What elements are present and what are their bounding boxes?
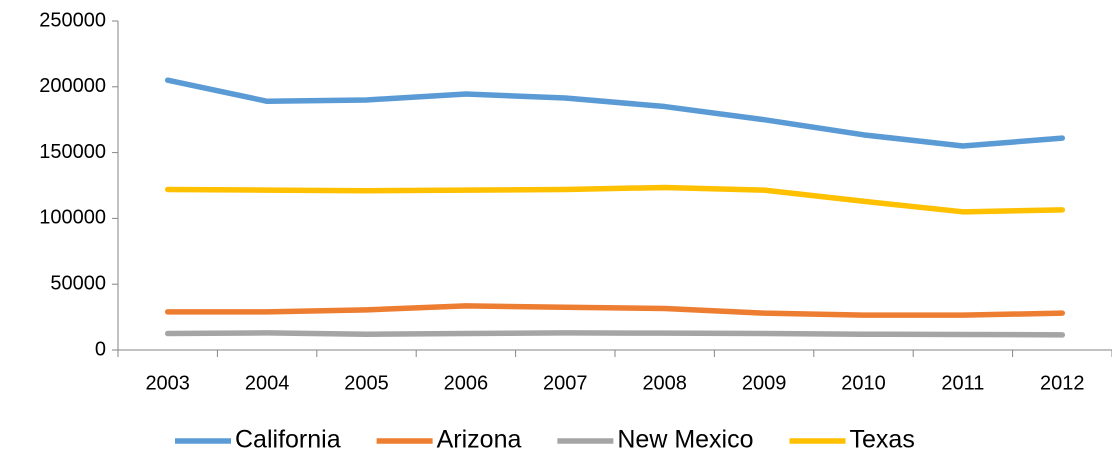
x-tick-label: 2011 <box>941 372 984 394</box>
legend-label: Texas <box>850 426 915 454</box>
y-tick-label: 100000 <box>39 207 106 229</box>
x-tick-label: 2012 <box>1040 372 1085 394</box>
series-line <box>164 77 1066 149</box>
legend-label: California <box>235 426 341 454</box>
legend-label: New Mexico <box>617 426 753 454</box>
y-tick-label: 0 <box>95 338 106 360</box>
x-tick-label: 2010 <box>841 372 886 394</box>
series-line <box>164 184 1066 215</box>
x-tick-label: 2006 <box>444 372 489 394</box>
y-tick-label: 200000 <box>39 75 106 97</box>
series-line <box>164 330 1066 338</box>
x-tick-label: 2007 <box>543 372 588 394</box>
x-tick-label: 2009 <box>742 372 787 394</box>
series-line <box>164 303 1066 318</box>
y-tick-label: 250000 <box>39 9 106 31</box>
y-tick-label: 50000 <box>50 272 106 294</box>
x-tick-label: 2005 <box>344 372 389 394</box>
x-tick-label: 2004 <box>245 372 290 394</box>
y-tick-label: 150000 <box>39 141 106 163</box>
legend-label: Arizona <box>437 426 522 454</box>
x-tick-label: 2003 <box>145 372 190 394</box>
x-tick-label: 2008 <box>642 372 687 394</box>
